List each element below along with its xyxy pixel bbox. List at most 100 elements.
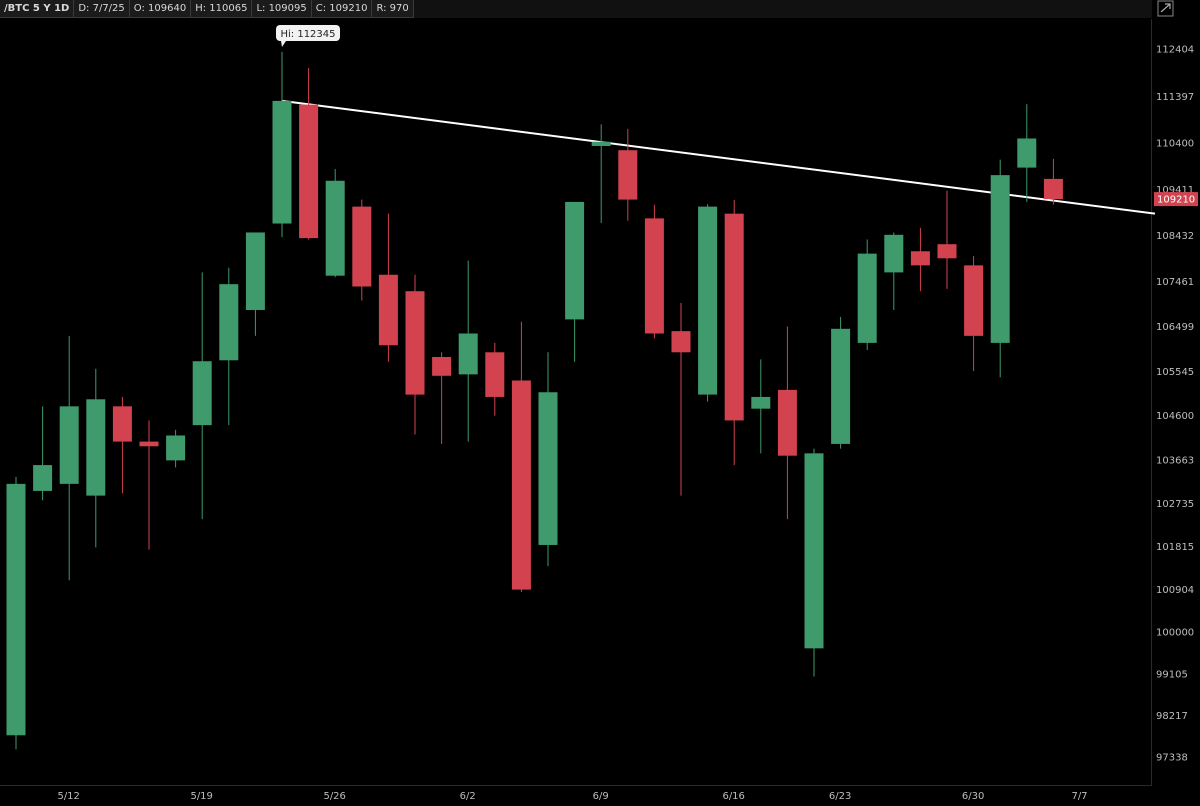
candle[interactable] [937,190,957,289]
candle-body [166,435,186,461]
candle-body [112,406,132,442]
candle[interactable] [378,213,398,362]
x-tick-label: 5/19 [190,791,212,802]
candle-body [618,150,638,200]
y-tick-label: 99105 [1156,669,1188,680]
candle-body [6,483,26,736]
high-callout-box [276,25,340,41]
candle[interactable] [299,67,319,240]
candle-body [857,253,877,343]
candle-body [59,406,79,484]
candle[interactable] [352,199,372,301]
close-readout: C: 109210 [311,0,373,18]
y-tick-label: 105545 [1156,367,1194,378]
y-tick-label: 111397 [1156,92,1194,103]
candle-body [937,244,957,259]
candle[interactable] [910,227,930,292]
candle[interactable] [166,429,186,468]
candle-body [299,104,319,239]
open-readout: O: 109640 [129,0,192,18]
y-tick-label: 109411 [1156,185,1194,196]
last-price-marker: 109210 [1154,192,1198,207]
candle-body [964,265,984,336]
candle[interactable] [644,204,664,339]
y-tick-label: 100000 [1156,627,1194,638]
candle-body [139,441,159,447]
y-tick-label: 103663 [1156,455,1194,466]
candle-body [192,361,212,426]
candle-body [724,213,744,421]
candle-body [698,206,718,395]
x-tick-label: 6/30 [962,791,984,802]
candle[interactable] [964,255,984,372]
candle[interactable] [405,274,425,435]
y-tick-label: 101815 [1156,542,1194,553]
candle[interactable] [565,201,585,362]
candle-body [405,291,425,395]
candle[interactable] [245,232,265,336]
candle[interactable] [671,302,691,496]
candle-body [325,180,345,276]
candle[interactable] [325,169,345,278]
x-tick-label: 6/9 [593,791,609,802]
candle[interactable] [698,204,718,402]
candle-body [884,234,904,273]
candle[interactable] [511,321,531,592]
candle-body [751,396,771,409]
collapse-arrows-icon[interactable] [1155,0,1177,18]
candle-body [777,389,797,456]
candle-body [1017,138,1037,168]
candle[interactable] [804,448,824,677]
candle[interactable] [458,260,478,442]
high-callout-text: Hi: 112345 [280,29,335,40]
candle[interactable] [751,359,771,454]
candle-body [565,201,585,320]
x-tick-label: 5/26 [323,791,345,802]
candle[interactable] [485,342,505,416]
candle-body [432,356,452,376]
plot-area [0,19,1152,786]
candle[interactable] [990,159,1010,378]
candle[interactable] [33,406,53,501]
x-tick-label: 5/12 [57,791,79,802]
candle[interactable] [1017,104,1037,202]
candle[interactable] [272,51,292,238]
candle[interactable] [86,368,106,548]
x-tick-label: 7/7 [1071,791,1087,802]
candle[interactable] [857,239,877,350]
candle-body [33,465,53,491]
candle[interactable] [432,352,452,444]
candle-body [352,206,372,287]
candle[interactable] [618,129,638,221]
high-price-callout: Hi: 112345 [276,25,340,47]
candle[interactable] [139,420,159,550]
candle[interactable] [777,326,797,520]
candle-body [591,141,611,146]
candle[interactable] [831,317,851,449]
candle[interactable] [538,352,558,567]
candle[interactable] [219,267,239,426]
candle[interactable] [1043,158,1063,205]
candle-body [219,284,239,361]
candle[interactable] [591,124,611,224]
y-tick-label: 107461 [1156,277,1194,288]
candle[interactable] [884,232,904,311]
candle[interactable] [112,396,132,494]
candle[interactable] [724,200,744,466]
candle-body [990,175,1010,343]
y-tick-label: 112404 [1156,45,1194,56]
y-tick-label: 97338 [1156,753,1188,764]
chart-header: /BTC 5 Y 1D D: 7/7/25 O: 109640 H: 11006… [0,0,1152,18]
candle[interactable] [192,272,212,520]
last-price-box [1154,192,1198,207]
y-tick-label: 106499 [1156,322,1194,333]
candle[interactable] [59,335,79,581]
candle[interactable] [6,476,26,750]
candle-body [831,328,851,444]
y-tick-label: 104600 [1156,411,1194,422]
symbol-label[interactable]: /BTC 5 Y 1D [0,0,75,18]
y-tick-label: 108432 [1156,231,1194,242]
candle-body [511,380,531,590]
candle-body [644,218,664,334]
